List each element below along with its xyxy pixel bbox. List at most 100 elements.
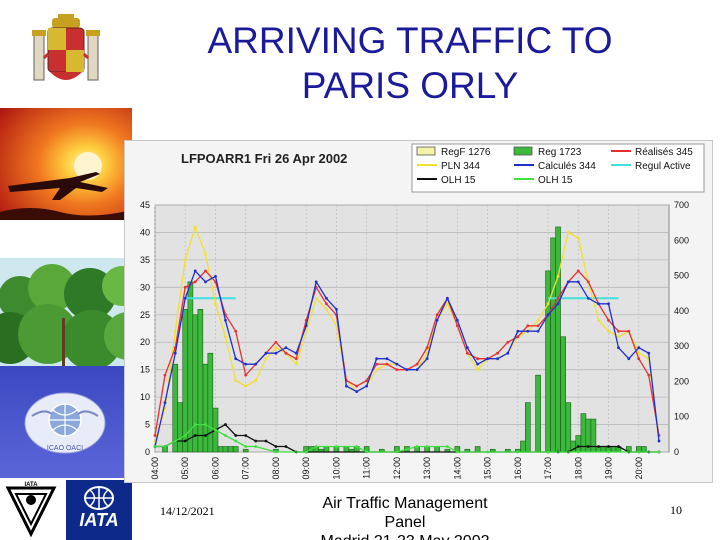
series-point — [173, 351, 177, 355]
bar-reg — [182, 308, 189, 453]
series-point — [496, 351, 499, 355]
series-point — [566, 231, 570, 234]
series-point — [586, 296, 590, 300]
series-point — [183, 296, 187, 300]
series-point — [536, 318, 540, 322]
series-point — [304, 450, 308, 454]
x-tick-label: 13:00 — [422, 457, 432, 480]
legend-swatch — [416, 146, 436, 156]
series-point — [465, 346, 469, 350]
series-point — [607, 450, 610, 454]
series-point — [355, 445, 359, 448]
svg-text:ICAO OACI: ICAO OACI — [47, 445, 83, 452]
series-point — [204, 253, 207, 256]
series-point — [526, 324, 530, 328]
y2-tick-label: 300 — [674, 341, 689, 351]
legend-swatch — [513, 146, 533, 156]
x-tick-label: 12:00 — [392, 457, 402, 480]
series-point — [597, 445, 600, 448]
series-point — [375, 368, 379, 372]
series-point — [617, 346, 620, 350]
series-point — [224, 423, 227, 426]
series-point — [526, 329, 530, 333]
series-line — [155, 423, 659, 453]
y2-tick-label: 600 — [674, 235, 689, 245]
x-tick-label: 11:00 — [362, 457, 372, 479]
series-point — [506, 340, 510, 344]
x-tick-label: 06:00 — [210, 457, 220, 480]
bar-reg — [177, 402, 183, 453]
series-point — [264, 351, 268, 355]
y2-tick-label: 400 — [674, 306, 689, 316]
series-point — [586, 445, 590, 448]
series-point — [657, 439, 661, 443]
x-tick-label: 16:00 — [513, 457, 523, 480]
series-point — [264, 357, 268, 361]
y2-tick-label: 700 — [674, 200, 689, 210]
x-tick-label: 04:00 — [150, 457, 160, 480]
series-point — [284, 346, 288, 350]
bar-reg — [227, 446, 234, 453]
series-point — [637, 351, 641, 355]
series-point — [607, 302, 610, 306]
series-point — [335, 324, 338, 328]
x-tick-label: 19:00 — [604, 457, 614, 480]
series-point — [173, 439, 177, 443]
series-point — [607, 329, 610, 333]
series-point — [647, 351, 651, 355]
series-point — [435, 313, 439, 317]
series-point — [476, 357, 480, 361]
series-point — [566, 280, 570, 284]
bar-reg — [187, 281, 194, 453]
chart-panel: LFPOARR1 Fri 26 Apr 2002 RegF 1276 Reg 172… — [124, 140, 713, 483]
series-point — [254, 439, 258, 443]
bar-reg — [197, 308, 204, 453]
series-point — [183, 434, 187, 437]
series-point — [465, 351, 469, 355]
series-point — [365, 384, 369, 388]
series-point — [234, 329, 238, 333]
series-point — [193, 280, 197, 284]
series-point — [425, 357, 429, 361]
legend-label: OLH 15 — [538, 175, 573, 186]
series-point — [516, 335, 520, 339]
series-point — [264, 439, 268, 443]
bar-reg — [217, 446, 224, 453]
series-point — [385, 357, 389, 361]
y-tick-label: 0 — [145, 447, 150, 457]
series-point — [556, 296, 560, 300]
series-point — [355, 384, 359, 388]
footer-center: Air Traffic Management Panel Madrid 21-2… — [300, 494, 510, 540]
series-point — [455, 450, 459, 454]
series-point — [375, 362, 379, 366]
series-point — [163, 373, 167, 377]
series-point — [637, 450, 641, 454]
series-point — [556, 274, 560, 278]
x-tick-label: 07:00 — [241, 457, 251, 480]
series-point — [183, 439, 187, 443]
iata-globe-icon — [84, 486, 114, 510]
series-point — [163, 445, 167, 448]
series-point — [314, 445, 318, 448]
footer-date: 14/12/2021 — [160, 504, 215, 518]
series-point — [486, 450, 489, 454]
series-point — [415, 362, 419, 366]
bar-reg — [555, 226, 561, 453]
series-point — [314, 296, 318, 300]
series-point — [546, 450, 550, 454]
series-point — [627, 357, 631, 361]
y2-tick-label: 100 — [674, 412, 689, 422]
footer-center-line-2: Panel — [384, 514, 426, 531]
bar-reg — [535, 374, 541, 453]
series-point — [304, 329, 308, 333]
series-point — [193, 423, 197, 426]
x-tick-label: 08:00 — [271, 457, 281, 480]
series-point — [536, 329, 540, 333]
sunset-airplane-image — [0, 108, 132, 220]
series-point — [647, 373, 651, 377]
x-tick-label: 05:00 — [180, 457, 190, 480]
series-point — [365, 379, 369, 383]
bar-reg — [610, 446, 617, 453]
chart-legend-box — [411, 143, 705, 193]
series-point — [294, 362, 298, 366]
